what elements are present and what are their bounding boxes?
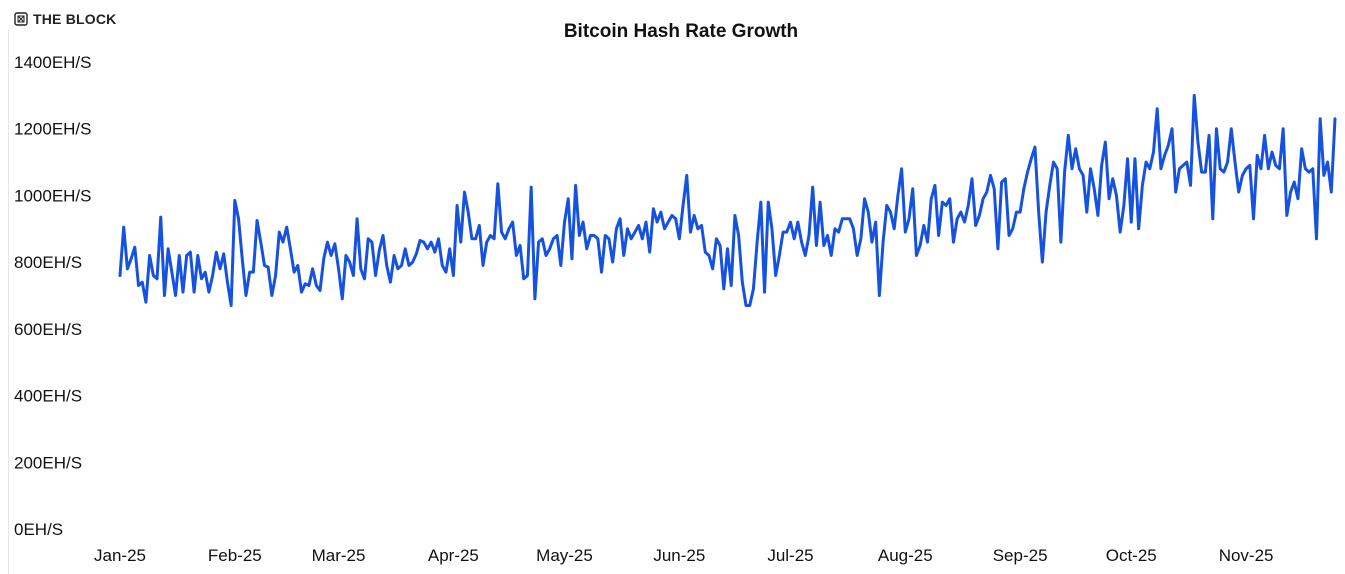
y-tick-label: 800EH/S [14, 253, 82, 272]
x-tick-label: Oct-25 [1106, 546, 1157, 565]
x-tick-label: Nov-25 [1219, 546, 1274, 565]
frame-divider [8, 30, 9, 574]
x-tick-label: Jul-25 [767, 546, 813, 565]
x-tick-label: Mar-25 [312, 546, 366, 565]
brand-name: THE BLOCK [33, 11, 117, 27]
y-tick-label: 1400EH/S [14, 53, 92, 72]
y-tick-label: 600EH/S [14, 320, 82, 339]
x-tick-label: Aug-25 [878, 546, 933, 565]
x-tick-label: Jun-25 [653, 546, 705, 565]
y-tick-label: 400EH/S [14, 387, 82, 406]
brand: THE BLOCK [14, 11, 116, 27]
y-axis-ticks: 0EH/S 200EH/S 400EH/S 600EH/S 800EH/S 1000EH/… [14, 53, 92, 539]
x-tick-label: Feb-25 [208, 546, 262, 565]
y-tick-label: 1000EH/S [14, 186, 92, 205]
x-tick-label: Jan-25 [94, 546, 146, 565]
y-tick-label: 200EH/S [14, 453, 82, 472]
hash-rate-line [118, 93, 1337, 308]
chart-title: Bitcoin Hash Rate Growth [564, 21, 798, 42]
x-axis-ticks: Jan-25 Feb-25 Mar-25 Apr-25 May-25 Jun-25 Jul-… [94, 546, 1273, 565]
the-block-logo-icon [14, 12, 28, 26]
x-tick-label: Apr-25 [428, 546, 479, 565]
x-tick-label: May-25 [536, 546, 593, 565]
y-tick-label: 1200EH/S [14, 120, 92, 139]
y-tick-label: 0EH/S [14, 520, 63, 539]
x-tick-label: Sep-25 [993, 546, 1048, 565]
